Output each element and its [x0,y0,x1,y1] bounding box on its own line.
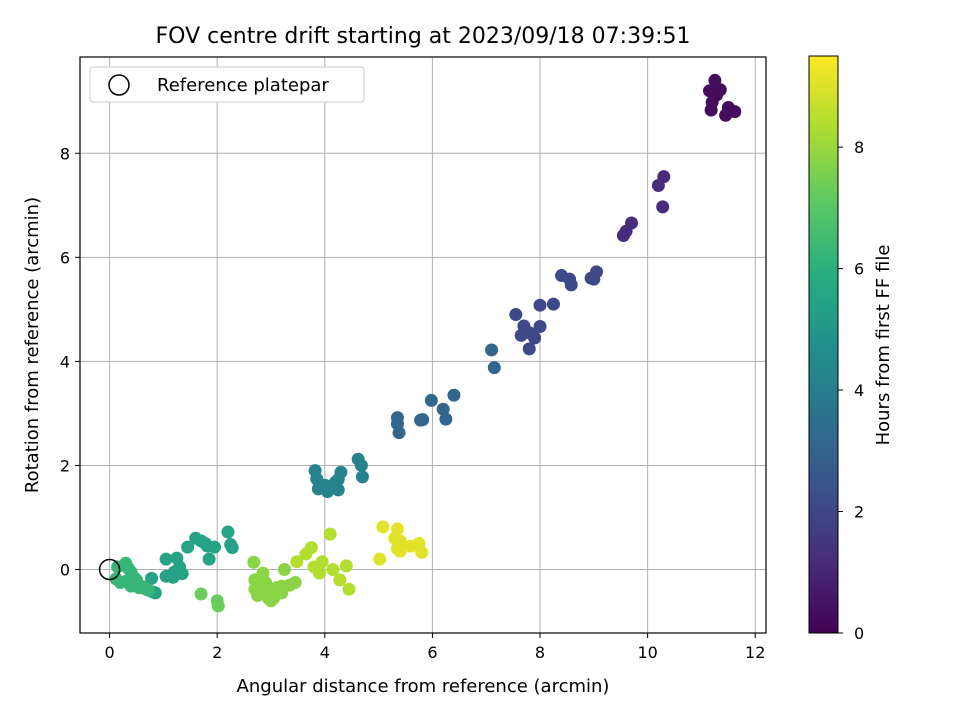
chart-title: FOV centre drift starting at 2023/09/18 … [156,24,691,49]
legend: Reference platepar [89,66,365,103]
data-point [141,583,155,597]
x-tick-label: 12 [745,643,765,662]
data-point [533,320,547,334]
data-point [339,559,353,573]
data-point [342,582,356,596]
data-point [277,563,291,577]
data-point [333,573,347,587]
data-points [109,73,742,613]
reference-marker [98,558,121,581]
x-tick-label: 0 [104,643,114,662]
x-tick-label: 8 [535,643,545,662]
data-point [354,458,368,472]
data-point [323,527,337,541]
data-point [326,563,340,577]
data-point [111,560,125,574]
data-point [564,278,578,292]
colorbar-tick-label: 8 [854,138,864,157]
x-axis-ticks: 0 2 4 6 8 10 12 [104,633,765,662]
data-point [145,571,159,585]
data-point [315,555,329,569]
data-point [355,470,369,484]
legend-entry: Reference platepar [157,75,329,96]
data-point [376,520,390,534]
y-tick-label: 2 [60,456,70,475]
colorbar-tick-label: 4 [854,381,864,400]
colorbar-label: Hours from first FF file [873,245,894,446]
data-point [211,599,225,613]
data-point [159,552,173,566]
data-point [264,594,278,608]
x-tick-label: 10 [637,643,657,662]
colorbar-tick-label: 2 [854,503,864,522]
data-point [439,412,453,426]
data-point [415,545,429,559]
data-point [710,88,724,102]
reference-point [98,558,121,581]
data-point [166,570,180,584]
data-point [225,541,239,555]
data-point [393,544,407,558]
data-point [326,478,340,492]
x-tick-label: 4 [320,643,330,662]
data-point [616,228,630,242]
data-point [528,331,542,345]
y-axis-ticks: 0 2 4 6 8 [60,144,80,580]
data-point [373,552,387,566]
data-point [247,555,261,569]
data-point [704,103,718,117]
y-tick-label: 6 [60,248,70,267]
data-point [533,298,547,312]
data-point [202,552,216,566]
y-axis-title: Rotation from reference (arcmin) [22,197,43,493]
data-point [656,200,670,214]
colorbar-gradient [808,55,839,634]
y-tick-label: 8 [60,144,70,163]
data-point [424,393,438,407]
data-point [546,297,560,311]
data-point [485,343,499,357]
plot-frame [79,56,767,634]
data-point [288,576,302,590]
x-tick-label: 6 [427,643,437,662]
data-point [312,566,326,580]
data-point [651,179,665,193]
data-point [221,525,235,539]
data-point [487,361,501,375]
colorbar-ticks: 0 2 4 6 8 [838,138,864,643]
legend-marker-icon [108,74,130,96]
x-tick-label: 2 [212,643,222,662]
data-point [447,388,461,402]
colorbar-tick-label: 0 [854,624,864,643]
gridlines [80,57,766,633]
data-point [181,540,195,554]
data-point [304,541,318,555]
data-point [522,342,536,356]
data-point [436,402,450,416]
data-point [587,272,601,286]
data-point [194,587,208,601]
colorbar-tick-label: 6 [854,260,864,279]
data-point [416,413,430,427]
data-point [509,308,523,322]
data-point [728,105,742,119]
x-axis-title: Angular distance from reference (arcmin) [237,676,610,697]
data-point [392,426,406,440]
y-tick-label: 4 [60,352,70,371]
data-point [290,555,304,569]
data-point [251,589,265,603]
legend-box [89,66,365,103]
data-point [198,537,212,551]
colorbar: 0 2 4 6 8 Hours from first FF file [808,55,894,643]
y-tick-label: 0 [60,561,70,580]
